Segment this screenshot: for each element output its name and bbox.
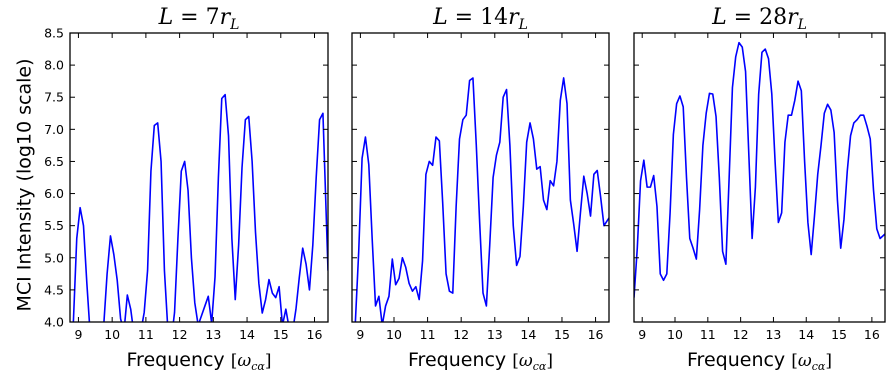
y-tick-label: 8.0 xyxy=(44,58,64,73)
x-tick-label: 14 xyxy=(239,327,255,342)
panels-group: 9 10 11 12 13 14 15 16 4.0 4.5 5.0 5.5 6.0 6.5 7.0 7.5 8… xyxy=(44,5,886,373)
x-tick-label: 14 xyxy=(520,327,536,342)
series-line-panel-3 xyxy=(634,41,885,298)
x-tick-label: 16 xyxy=(588,327,604,342)
x-tick-label: 16 xyxy=(307,327,323,342)
x-tick-label: 11 xyxy=(700,327,716,342)
y-tick-label: 7.5 xyxy=(44,90,64,105)
x-tick-label: 9 xyxy=(356,327,364,342)
plot-frame xyxy=(351,32,610,323)
panel-1: 9 10 11 12 13 14 15 16 4.0 4.5 5.0 5.5 6.0 6.5 7.0 7.5 8… xyxy=(44,5,329,373)
y-tick-label: 6.5 xyxy=(44,154,64,169)
panel-3: 9 10 11 12 13 14 15 16 L = 28rL Frequency [ωcα] xyxy=(633,5,886,373)
x-tick-label: 14 xyxy=(798,327,814,342)
x-tick-label: 10 xyxy=(104,327,120,342)
x-tick-label: 12 xyxy=(172,327,188,342)
x-tick-label: 15 xyxy=(554,327,570,342)
x-axis-label: Frequency [ωcα] xyxy=(687,349,832,373)
x-tick-label: 12 xyxy=(453,327,469,342)
x-tick-label: 13 xyxy=(487,327,503,342)
panel-title: L = 28rL xyxy=(711,5,807,33)
x-tick-label: 13 xyxy=(765,327,781,342)
x-axis-label: Frequency [ωcα] xyxy=(408,349,553,373)
panel-2: 9 10 11 12 13 14 15 16 L = 14rL Frequency [ωcα] xyxy=(351,5,610,373)
y-tick-label: 4.5 xyxy=(44,282,64,297)
x-tick-label: 16 xyxy=(864,327,880,342)
y-tick-label: 6.0 xyxy=(44,186,64,201)
y-tick-label: 5.5 xyxy=(44,218,64,233)
plot-frame xyxy=(633,32,886,323)
series-line-panel-2 xyxy=(354,77,609,322)
y-tick-label: 7.0 xyxy=(44,122,64,137)
y-tick-label: 8.5 xyxy=(44,26,64,41)
panel-title: L = 14rL xyxy=(432,5,528,33)
x-tick-label: 12 xyxy=(733,327,749,342)
series-line-panel-1 xyxy=(72,93,328,322)
x-tick-label: 9 xyxy=(74,327,82,342)
x-tick-label: 11 xyxy=(420,327,436,342)
x-tick-label: 15 xyxy=(831,327,847,342)
y-tick-label: 4.0 xyxy=(44,315,64,330)
x-tick-label: 15 xyxy=(273,327,289,342)
plot-frame xyxy=(69,32,329,323)
y-axis-label: MCI Intensity (log10 scale) xyxy=(14,58,36,311)
x-tick-label: 10 xyxy=(667,327,683,342)
panel-title: L = 7rL xyxy=(158,5,240,33)
x-tick-label: 9 xyxy=(638,327,646,342)
x-tick-label: 11 xyxy=(138,327,154,342)
y-tick-label: 5.0 xyxy=(44,250,64,265)
x-tick-label: 10 xyxy=(386,327,402,342)
x-tick-label: 13 xyxy=(205,327,221,342)
x-axis-label: Frequency [ωcα] xyxy=(127,349,272,373)
